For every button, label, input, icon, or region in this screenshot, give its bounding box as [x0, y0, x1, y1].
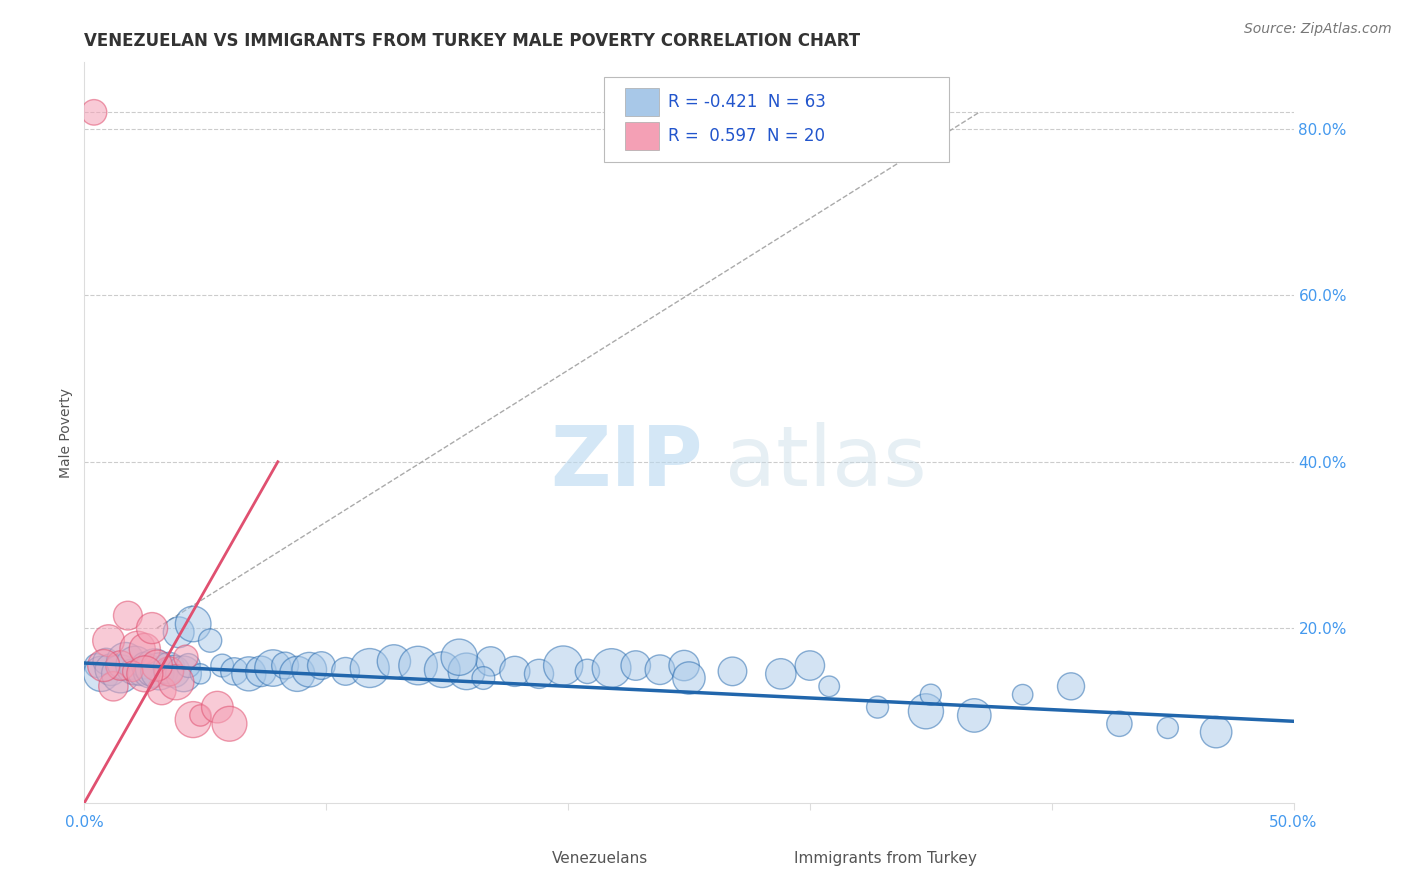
- Point: [963, 708, 986, 723]
- Point: [94, 654, 117, 668]
- FancyBboxPatch shape: [624, 87, 659, 116]
- Point: [181, 616, 204, 631]
- Text: Immigrants from Turkey: Immigrants from Turkey: [794, 851, 977, 866]
- Text: Venezuelans: Venezuelans: [553, 851, 648, 866]
- Point: [1157, 721, 1180, 735]
- Point: [1060, 679, 1083, 693]
- Point: [224, 665, 246, 679]
- Point: [472, 671, 495, 685]
- Point: [298, 663, 321, 677]
- Point: [124, 658, 146, 673]
- FancyBboxPatch shape: [755, 847, 782, 871]
- Point: [218, 716, 240, 731]
- Point: [1205, 725, 1227, 739]
- Point: [167, 625, 190, 640]
- Point: [100, 663, 122, 677]
- Point: [148, 665, 170, 679]
- Point: [163, 665, 186, 679]
- Point: [117, 608, 139, 623]
- Point: [134, 666, 156, 681]
- Point: [274, 658, 297, 673]
- Point: [177, 658, 200, 673]
- Point: [503, 665, 526, 679]
- Point: [86, 658, 108, 673]
- Point: [134, 658, 156, 673]
- Point: [110, 666, 132, 681]
- Point: [250, 665, 273, 679]
- FancyBboxPatch shape: [605, 78, 949, 162]
- FancyBboxPatch shape: [513, 847, 540, 871]
- Point: [146, 658, 169, 673]
- Point: [127, 641, 149, 656]
- Y-axis label: Male Poverty: Male Poverty: [59, 388, 73, 477]
- Text: ZIP: ZIP: [550, 422, 703, 503]
- Point: [335, 665, 357, 679]
- Point: [150, 683, 173, 698]
- Point: [406, 658, 429, 673]
- Point: [103, 679, 125, 693]
- Point: [165, 675, 187, 690]
- Point: [134, 641, 156, 656]
- Point: [238, 666, 260, 681]
- Point: [138, 665, 160, 679]
- Point: [432, 663, 454, 677]
- Point: [721, 665, 744, 679]
- Point: [576, 665, 599, 679]
- Point: [143, 661, 166, 675]
- Point: [157, 661, 180, 675]
- Point: [90, 666, 112, 681]
- Point: [456, 665, 478, 679]
- Point: [207, 700, 229, 714]
- Text: R =  0.597  N = 20: R = 0.597 N = 20: [668, 127, 825, 145]
- FancyBboxPatch shape: [624, 121, 659, 150]
- Point: [153, 666, 176, 681]
- Point: [449, 650, 471, 665]
- Point: [1011, 688, 1033, 702]
- Point: [262, 661, 284, 675]
- Point: [311, 658, 333, 673]
- Point: [382, 654, 405, 668]
- Point: [624, 658, 647, 673]
- Point: [174, 650, 197, 665]
- Point: [527, 666, 550, 681]
- Point: [190, 708, 212, 723]
- Point: [110, 658, 132, 673]
- Point: [173, 666, 195, 681]
- Point: [83, 105, 105, 120]
- Point: [915, 704, 938, 718]
- Point: [818, 679, 841, 693]
- Point: [678, 671, 700, 685]
- Point: [190, 666, 212, 681]
- Point: [479, 654, 502, 668]
- Point: [97, 633, 120, 648]
- Point: [211, 658, 233, 673]
- Text: atlas: atlas: [725, 422, 927, 503]
- Point: [866, 700, 889, 714]
- Point: [285, 666, 308, 681]
- Point: [1108, 716, 1130, 731]
- Point: [359, 661, 381, 675]
- Point: [553, 658, 575, 673]
- Point: [769, 666, 792, 681]
- Text: Source: ZipAtlas.com: Source: ZipAtlas.com: [1244, 22, 1392, 37]
- Point: [648, 663, 671, 677]
- Point: [93, 658, 115, 673]
- Point: [129, 666, 152, 681]
- Point: [120, 663, 142, 677]
- Point: [121, 665, 143, 679]
- Point: [673, 658, 696, 673]
- Point: [799, 658, 821, 673]
- Point: [920, 688, 942, 702]
- Point: [104, 658, 127, 673]
- Point: [157, 665, 180, 679]
- Point: [114, 654, 136, 668]
- Text: VENEZUELAN VS IMMIGRANTS FROM TURKEY MALE POVERTY CORRELATION CHART: VENEZUELAN VS IMMIGRANTS FROM TURKEY MAL…: [84, 32, 860, 50]
- Point: [181, 713, 204, 727]
- Point: [141, 621, 163, 635]
- Point: [198, 633, 221, 648]
- Text: R = -0.421  N = 63: R = -0.421 N = 63: [668, 93, 827, 111]
- Point: [600, 661, 623, 675]
